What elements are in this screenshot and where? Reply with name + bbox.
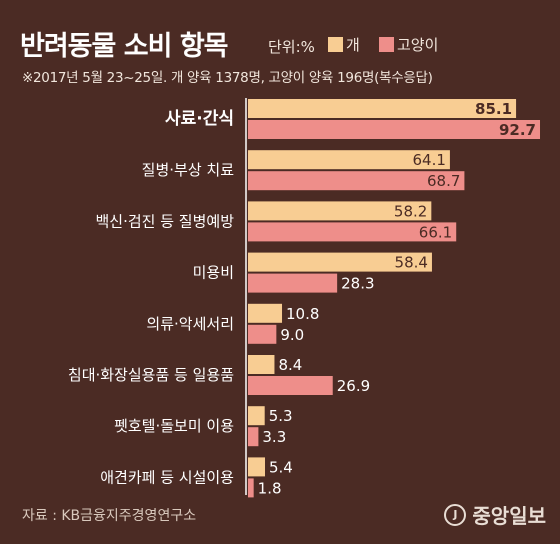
- bar-cat: [248, 478, 254, 498]
- value-label-cat: 28.3: [341, 275, 374, 293]
- legend-dog: 개: [328, 34, 360, 54]
- chart-title: 반려동물 소비 항목: [20, 31, 229, 62]
- bar-cat: [248, 324, 277, 344]
- bar-dog: [248, 99, 517, 118]
- value-label-cat: 68.7: [427, 172, 460, 190]
- category-label: 질병·부상 치료: [142, 161, 235, 179]
- chart-subtitle: ※2017년 5월 23~25일. 개 양육 1378명, 고양이 양육 196…: [22, 70, 433, 86]
- value-label-dog: 58.4: [395, 254, 428, 272]
- category-label: 펫호텔·돌보미 이용: [114, 417, 234, 435]
- brand-name: 중앙일보: [472, 504, 546, 528]
- bar-cat: [248, 222, 457, 242]
- category-label: 애견카페 등 시설이용: [100, 468, 234, 486]
- bar-dog: [248, 252, 432, 272]
- brand-logo: J 중앙일보: [444, 500, 546, 529]
- category-label: 백신·검진 등 질병예방: [95, 212, 234, 230]
- category-label: 미용비: [193, 264, 234, 282]
- bar-dog: [248, 303, 283, 323]
- value-label-dog: 10.8: [286, 305, 319, 323]
- legend-cat: 고양이: [379, 34, 438, 54]
- value-label-dog: 5.3: [269, 407, 293, 425]
- bar-cat: [248, 171, 465, 191]
- bar-cat: [248, 427, 259, 447]
- category-label: 침대·화장실용품 등 일용품: [68, 366, 234, 384]
- bar-dog: [248, 355, 275, 374]
- value-label-dog: 64.1: [413, 151, 446, 169]
- bar-cat: [248, 273, 338, 293]
- category-label: 사료·간식: [165, 109, 234, 129]
- unit-label: 단위:%: [268, 38, 315, 56]
- value-label-cat: 92.7: [499, 121, 536, 139]
- brand-mark-icon: J: [444, 503, 467, 526]
- value-label-cat: 26.9: [337, 377, 370, 395]
- value-label-dog: 5.4: [269, 458, 293, 476]
- value-label-cat: 66.1: [419, 223, 452, 241]
- value-label-cat: 3.3: [262, 428, 286, 446]
- bar-dog: [248, 201, 432, 221]
- value-label-cat: 1.8: [258, 479, 282, 497]
- value-label-dog: 85.1: [475, 100, 512, 118]
- value-label-dog: 8.4: [278, 356, 302, 374]
- value-label-dog: 58.2: [394, 202, 427, 220]
- bar-dog: [248, 457, 266, 477]
- legend-cat-swatch: [379, 36, 394, 52]
- legend-dog-swatch: [328, 36, 343, 52]
- legend-dog-label: 개: [346, 35, 360, 54]
- legend-cat-label: 고양이: [397, 35, 439, 54]
- bar-cat: [248, 120, 541, 139]
- source-note: 자료 : KB금융지주경영연구소: [22, 508, 197, 524]
- bar-dog: [248, 150, 450, 170]
- bar-dog: [248, 406, 265, 426]
- value-label-cat: 9.0: [280, 326, 304, 344]
- bar-cat: [248, 376, 333, 395]
- category-label: 의류·악세서리: [146, 315, 234, 333]
